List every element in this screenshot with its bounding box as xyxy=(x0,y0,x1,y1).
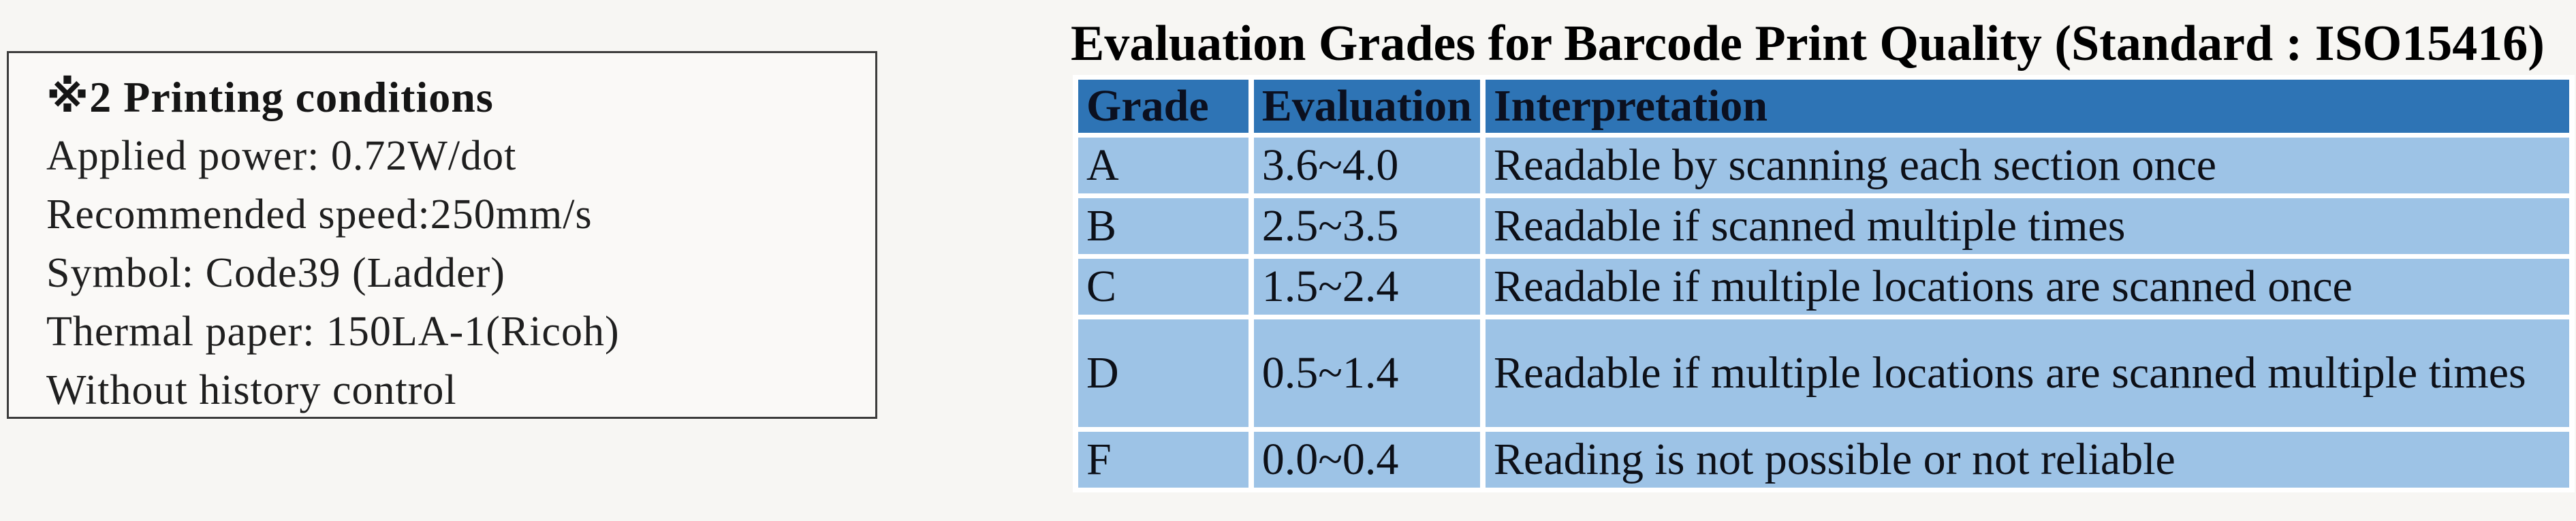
evaluation-grades-table: Grade Evaluation Interpretation A 3.6~4.… xyxy=(1073,75,2575,492)
grade-cell: B xyxy=(1078,198,1248,254)
note-line-applied-power: Applied power: 0.72W/dot xyxy=(46,133,517,179)
note-line-recommended-speed: Recommended speed:250mm/s xyxy=(46,191,593,238)
note-line-history-control: Without history control xyxy=(46,367,457,413)
evaluation-cell: 0.5~1.4 xyxy=(1253,319,1480,427)
table-row-grade-c: C 1.5~2.4 Readable if multiple locations… xyxy=(1078,259,2569,315)
printing-conditions-box: ※2 Printing conditions Applied power: 0.… xyxy=(7,51,877,419)
evaluation-cell: 0.0~0.4 xyxy=(1253,432,1480,488)
grade-cell: D xyxy=(1078,319,1248,427)
table-row-grade-f: F 0.0~0.4 Reading is not possible or not… xyxy=(1078,432,2569,488)
printing-conditions-title: ※2 Printing conditions xyxy=(46,73,494,121)
evaluation-cell: 1.5~2.4 xyxy=(1253,259,1480,315)
column-header-grade: Grade xyxy=(1078,80,1248,133)
evaluation-grades-section: Evaluation Grades for Barcode Print Qual… xyxy=(1071,14,2576,492)
grade-cell: C xyxy=(1078,259,1248,315)
table-row-grade-d: D 0.5~1.4 Readable if multiple locations… xyxy=(1078,319,2569,427)
evaluation-cell: 3.6~4.0 xyxy=(1253,138,1480,193)
column-header-evaluation: Evaluation xyxy=(1253,80,1480,133)
table-header-row: Grade Evaluation Interpretation xyxy=(1078,80,2569,133)
table-row-grade-b: B 2.5~3.5 Readable if scanned multiple t… xyxy=(1078,198,2569,254)
column-header-interpretation: Interpretation xyxy=(1486,80,2569,133)
interpretation-cell: Reading is not possible or not reliable xyxy=(1486,432,2569,488)
note-line-thermal-paper: Thermal paper: 150LA-1(Ricoh) xyxy=(46,309,620,355)
grade-cell: A xyxy=(1078,138,1248,193)
interpretation-cell: Readable if multiple locations are scann… xyxy=(1486,319,2569,427)
interpretation-cell: Readable if scanned multiple times xyxy=(1486,198,2569,254)
grade-cell: F xyxy=(1078,432,1248,488)
evaluation-cell: 2.5~3.5 xyxy=(1253,198,1480,254)
evaluation-grades-title: Evaluation Grades for Barcode Print Qual… xyxy=(1071,16,2545,72)
note-line-symbol: Symbol: Code39 (Ladder) xyxy=(46,250,505,296)
interpretation-cell: Readable by scanning each section once xyxy=(1486,138,2569,193)
table-row-grade-a: A 3.6~4.0 Readable by scanning each sect… xyxy=(1078,138,2569,193)
interpretation-cell: Readable if multiple locations are scann… xyxy=(1486,259,2569,315)
